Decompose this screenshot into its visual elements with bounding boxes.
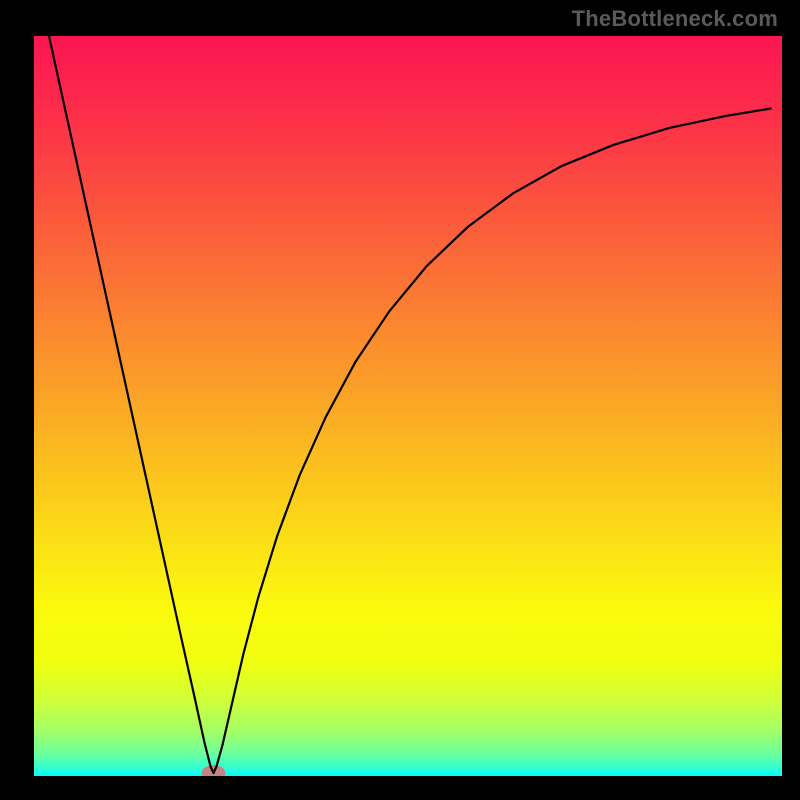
stage: TheBottleneck.com xyxy=(0,0,800,800)
gradient-background xyxy=(34,36,782,776)
watermark-text: TheBottleneck.com xyxy=(572,6,778,32)
bottleneck-chart xyxy=(0,0,800,800)
